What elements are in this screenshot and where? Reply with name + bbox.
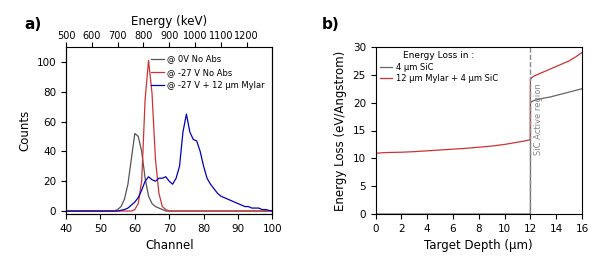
Legend: 4 μm SiC, 12 μm Mylar + 4 μm SiC: 4 μm SiC, 12 μm Mylar + 4 μm SiC <box>380 51 498 83</box>
Text: SiC Active region: SiC Active region <box>533 84 542 155</box>
Y-axis label: Energy Loss (eV/Angstrom): Energy Loss (eV/Angstrom) <box>334 50 347 211</box>
X-axis label: Energy (keV): Energy (keV) <box>131 15 207 28</box>
Text: a): a) <box>25 17 42 32</box>
X-axis label: Target Depth (μm): Target Depth (μm) <box>424 239 533 252</box>
Legend: @ 0V No Abs, @ -27 V No Abs, @ -27 V + 12 μm Mylar: @ 0V No Abs, @ -27 V No Abs, @ -27 V + 1… <box>148 51 268 93</box>
Y-axis label: Counts: Counts <box>18 110 31 151</box>
Text: b): b) <box>322 17 340 32</box>
X-axis label: Channel: Channel <box>145 239 194 252</box>
